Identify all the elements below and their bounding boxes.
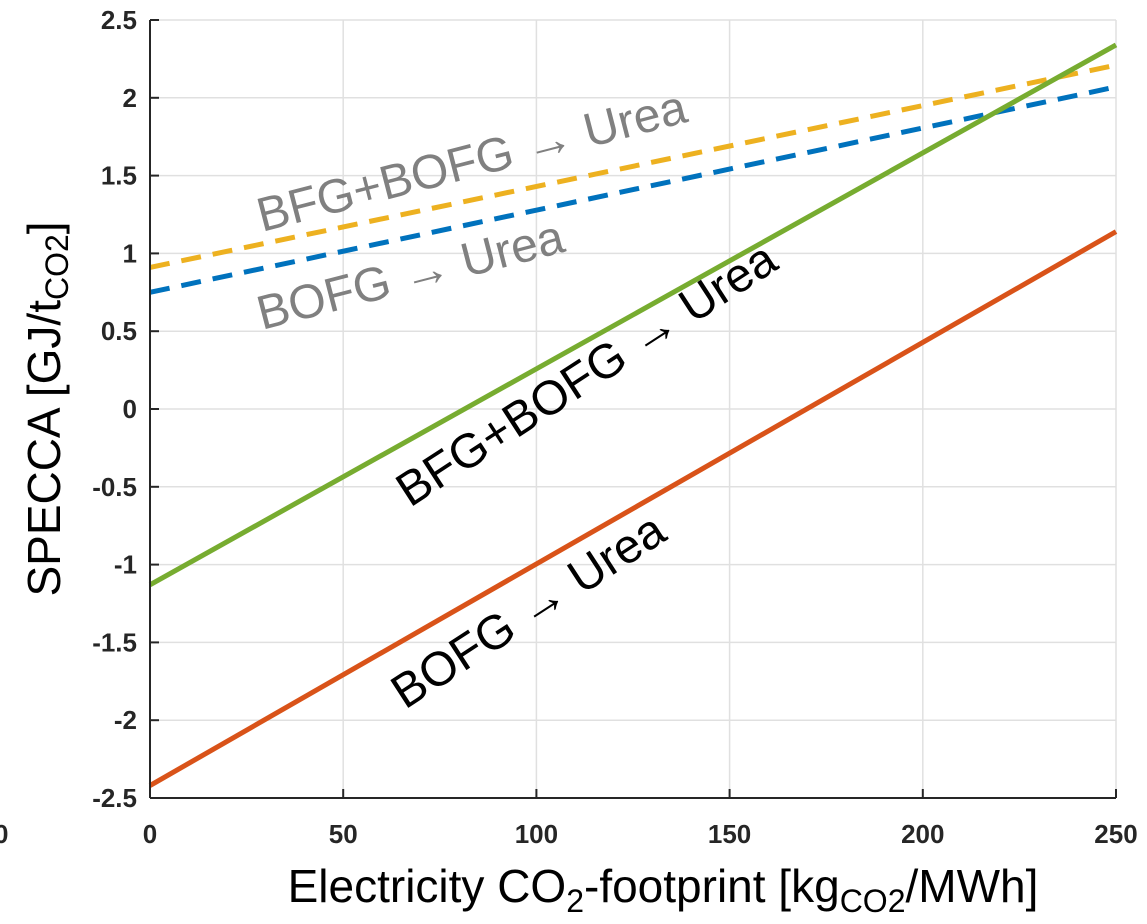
series-line-s-bofg-solid: [148, 229, 1118, 788]
y-tick-label: 1: [123, 238, 137, 268]
series-line-s-bofg-dash: [149, 84, 1117, 295]
grid: [149, 19, 1117, 799]
series-layer: [148, 42, 1118, 788]
x-tick-label-partial: 0: [0, 819, 8, 849]
x-tick-label: 0: [143, 819, 157, 849]
y-tick-label: 2: [123, 83, 137, 113]
y-tick-label: -0.5: [92, 472, 137, 502]
y-tick-label: -2.5: [92, 783, 137, 813]
y-tick-label: 0.5: [101, 316, 137, 346]
x-tick-label: 200: [901, 819, 944, 849]
tick-labels: 0 50 100 150 200 250 -2.5 -2 -1.5 -1 -0.5 0 0.5 1 1.5 2…: [92, 5, 1138, 849]
x-tick-label: 100: [515, 819, 558, 849]
y-tick-label: 0: [123, 394, 137, 424]
y-tick-label: 2.5: [101, 5, 137, 35]
series-line-s-bfg-bofg-solid: [148, 42, 1118, 588]
annotations: BFG+BOFG → Urea BOFG → Urea BFG+BOFG → U…: [251, 81, 786, 719]
x-tick-label: 150: [708, 819, 751, 849]
y-tick-label: -1.5: [92, 627, 137, 657]
x-tick-label: 250: [1094, 819, 1137, 849]
series-line-s-bfg-bofg-dash: [149, 62, 1117, 270]
x-tick-label: 50: [329, 819, 358, 849]
annotation-bofg-solid: BOFG → Urea: [382, 503, 675, 719]
annotation-bfg-bofg-dashed: BFG+BOFG → Urea: [251, 81, 692, 243]
y-axis-title: SPECCA [GJ/tCO2]: [18, 221, 75, 596]
axes: [149, 19, 1117, 799]
y-tick-label: 1.5: [101, 161, 137, 191]
x-axis-title: Electricity CO2-footprint [kgCO2/MWh]: [288, 860, 1039, 919]
y-tick-label: -2: [114, 705, 137, 735]
y-tick-label: -1: [114, 550, 137, 580]
